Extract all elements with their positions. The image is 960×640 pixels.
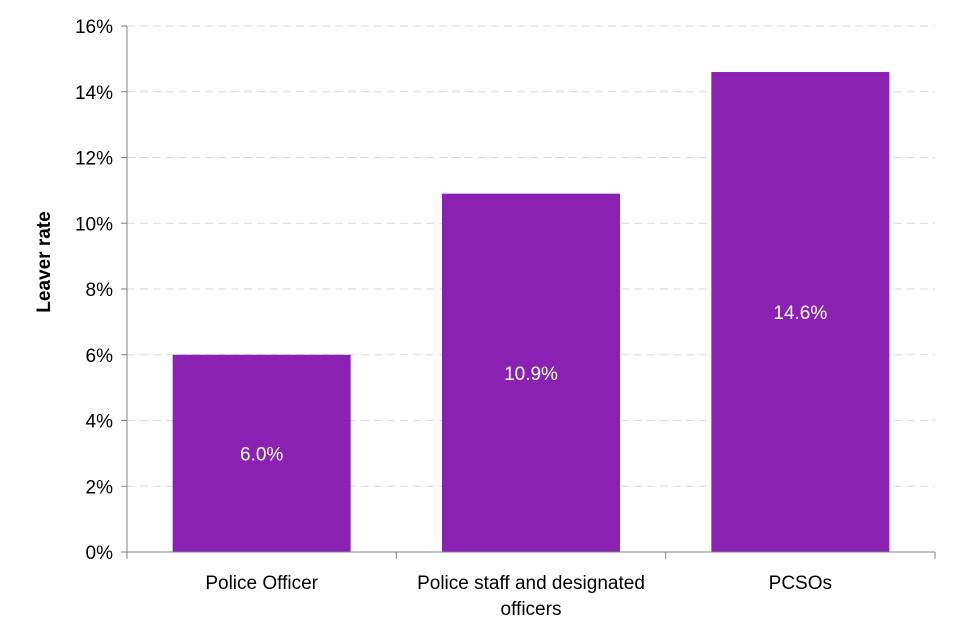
- y-tick-label: 12%: [75, 149, 113, 170]
- bar: [442, 193, 620, 552]
- y-tick-label: 2%: [86, 477, 114, 498]
- axes: [121, 25, 936, 559]
- x-category-label-line: PCSOs: [769, 573, 832, 594]
- x-category-label: Police staff and designated officers: [417, 573, 645, 620]
- bars: [172, 72, 890, 553]
- y-tick-label: 0%: [86, 543, 114, 564]
- bar: [711, 72, 890, 553]
- data-labels: 6.0% 10.9% 14.6%: [240, 303, 827, 465]
- data-label: 14.6%: [773, 303, 827, 324]
- x-category-label-line: officers: [501, 599, 562, 620]
- y-tick-label: 4%: [86, 412, 114, 433]
- y-tick-label: 8%: [86, 280, 114, 301]
- x-category-label-line: Police Officer: [205, 573, 318, 594]
- y-axis-title: Leaver rate: [34, 211, 55, 312]
- x-category-label-line: Police staff and designated: [417, 573, 645, 594]
- bar: [172, 354, 351, 552]
- y-tick-label: 10%: [75, 214, 113, 235]
- x-category-label: Police Officer: [205, 573, 318, 594]
- data-label: 10.9%: [504, 364, 558, 385]
- y-tick-label: 6%: [86, 346, 114, 367]
- y-tick-label: 14%: [75, 83, 113, 104]
- y-tick-labels: 0% 2% 4% 6% 8% 10% 12% 14% 16%: [75, 17, 113, 564]
- y-tick-label: 16%: [75, 17, 113, 38]
- x-category-labels: Police Officer Police staff and designate…: [205, 573, 832, 620]
- x-category-label: PCSOs: [769, 573, 832, 594]
- data-label: 6.0%: [240, 444, 283, 465]
